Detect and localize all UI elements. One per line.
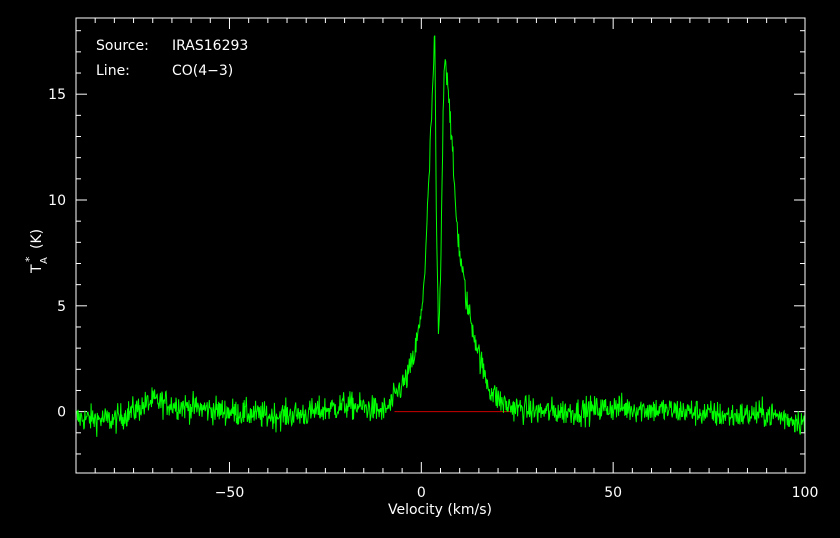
y-axis-label-unit: (K) <box>29 229 45 249</box>
y-tick-label: 5 <box>57 299 66 315</box>
annotation-line-value: CO(4−3) <box>172 63 233 79</box>
x-tick-label: 50 <box>604 485 622 501</box>
axis-ticks: −50 0 50 100 0 5 10 15 <box>48 18 818 501</box>
y-tick-label: 15 <box>48 87 66 103</box>
annotation-line-key: Line: <box>96 63 130 79</box>
y-axis-label-superscript: * <box>23 256 36 262</box>
y-tick-label: 0 <box>57 405 66 421</box>
x-axis-label: Velocity (km/s) <box>388 502 492 518</box>
y-axis-label-symbol: T <box>29 264 45 274</box>
y-tick-label: 10 <box>48 193 66 209</box>
x-tick-label: 0 <box>417 485 426 501</box>
data-layer <box>75 35 806 437</box>
plot-frame <box>75 17 806 474</box>
y-axis-label-subscript: A <box>39 257 50 264</box>
y-axis-label: T A * (K) <box>23 229 50 274</box>
x-tick-label: 100 <box>792 485 819 501</box>
annotation-source-value: IRAS16293 <box>172 38 248 54</box>
spectrum-line <box>75 35 806 437</box>
annotation-source-key: Source: <box>96 38 149 54</box>
x-tick-label: −50 <box>215 485 245 501</box>
